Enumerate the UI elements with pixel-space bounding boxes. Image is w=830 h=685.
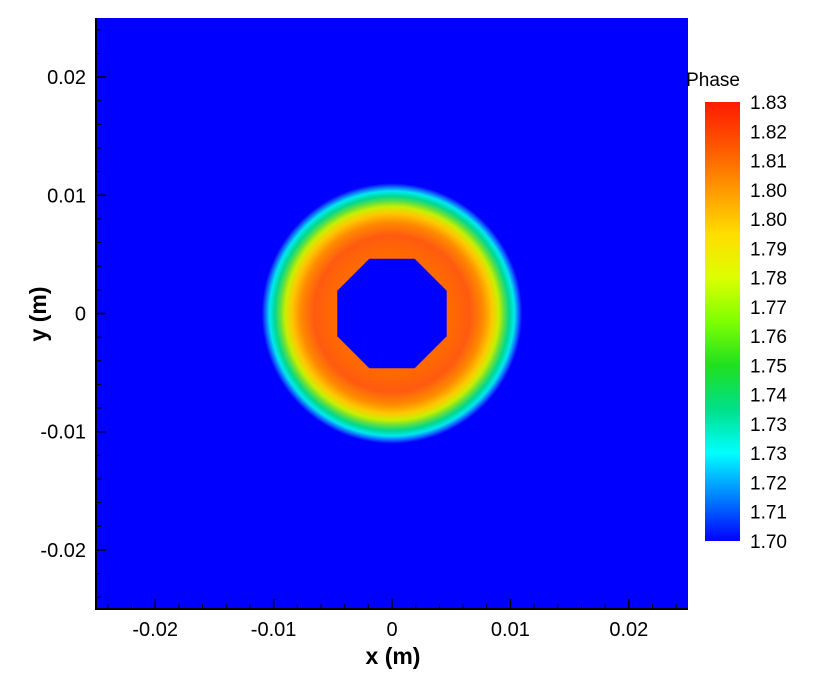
colorbar-level-label: 1.77 [750, 298, 787, 319]
colorbar-level-label: 1.82 [750, 122, 787, 143]
x-tick-label: 0.02 [609, 619, 648, 641]
x-axis-ticks: -0.02 -0.01 0 0.01 0.02 [132, 599, 648, 641]
x-axis-label: x (m) [366, 643, 421, 669]
x-tick-label: -0.02 [132, 619, 178, 641]
colorbar-labels: 1.83 1.82 1.81 1.80 1.80 1.79 1.78 1.77 1.76 1.75… [750, 93, 787, 553]
y-tick-label: 0.01 [47, 185, 86, 207]
plot-area [96, 18, 688, 609]
colorbar-level-label: 1.79 [750, 239, 787, 260]
colorbar-level-label: 1.75 [750, 356, 787, 377]
colorbar-level-label: 1.76 [750, 327, 787, 348]
colorbar-level-label: 1.74 [750, 386, 787, 407]
y-tick-label: -0.02 [40, 540, 86, 562]
colorbar-level-label: 1.78 [750, 269, 787, 290]
x-tick-label: 0.01 [491, 619, 530, 641]
x-tick-label: 0 [386, 619, 397, 641]
colorbar: Phase 1.831.821.811.801.801.791.781.771.… [686, 70, 787, 553]
y-tick-label: 0 [75, 304, 86, 326]
colorbar-level-label: 1.73 [750, 444, 787, 465]
colorbar-level-label: 1.73 [750, 415, 787, 436]
inner-hole [337, 258, 447, 369]
y-axis-label: y (m) [25, 287, 51, 342]
colorbar-level-label: 1.71 [750, 503, 787, 524]
colorbar-gradient [705, 102, 740, 541]
colorbar-level-label: 1.81 [750, 152, 787, 173]
y-axis-ticks: -0.02 -0.01 0 0.01 0.02 [40, 67, 106, 562]
y-tick-label: -0.01 [40, 422, 86, 444]
y-tick-label: 0.02 [47, 67, 86, 89]
colorbar-level-label: 1.80 [750, 181, 787, 202]
colorbar-level-label: 1.72 [750, 473, 787, 494]
colorbar-level-label: 1.70 [750, 532, 787, 553]
colorbar-level-label: 1.83 [750, 93, 787, 114]
colorbar-level-label: 1.80 [750, 210, 787, 231]
colorbar-title: Phase [686, 70, 740, 91]
x-tick-label: -0.01 [251, 619, 297, 641]
